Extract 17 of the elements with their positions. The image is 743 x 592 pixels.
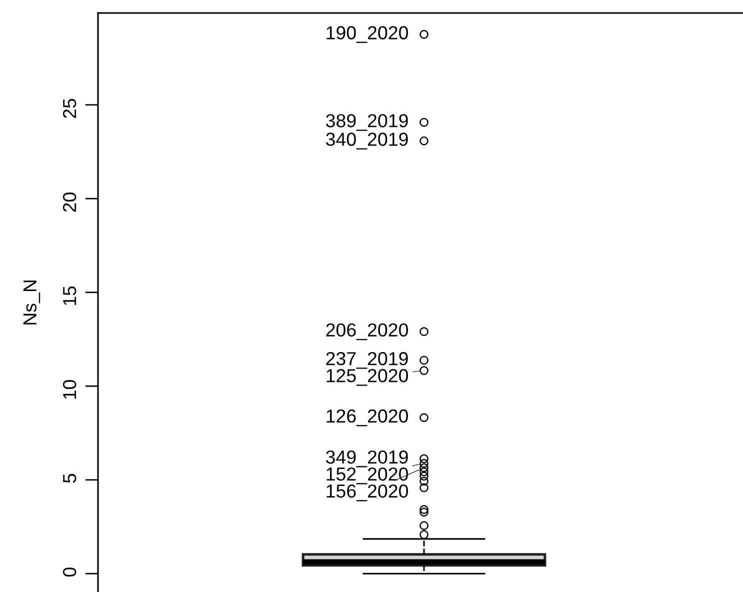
y-tick-label: 15 [63, 286, 76, 306]
y-tick-label: 25 [62, 98, 76, 118]
annotation: 237_2019 [326, 352, 408, 369]
y-tick-label: 20 [62, 192, 76, 212]
annotation: 126_2020 [326, 409, 408, 426]
y-axis-title: Ns_N [23, 280, 40, 324]
y-tick-label: 10 [62, 380, 76, 399]
annotation: 152_2020 [326, 467, 408, 484]
annotation: 125_2020 [326, 369, 408, 386]
y-tick-label: 5 [63, 474, 76, 483]
y-tick-label: 0 [62, 568, 76, 577]
annotation: 340_2019 [326, 132, 408, 150]
annotation: 156_2020 [326, 484, 408, 502]
annotation: 206_2020 [326, 323, 408, 340]
annotation: 389_2019 [326, 114, 408, 131]
annotation: 190_2020 [326, 26, 408, 43]
annotation: 349_2019 [326, 450, 408, 468]
